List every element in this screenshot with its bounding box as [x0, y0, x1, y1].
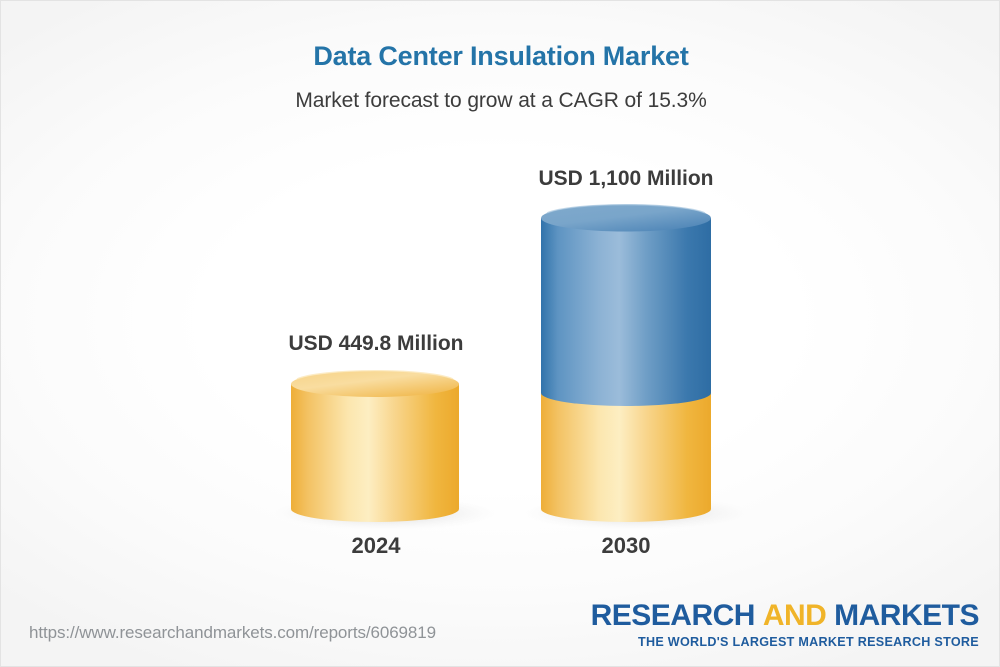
bar-2024-rim-highlight	[296, 370, 454, 380]
bar-2030-base-segment	[541, 393, 711, 522]
bar-2024-top-cap	[291, 371, 459, 397]
brand-wordmark: RESEARCH AND MARKETS	[590, 599, 980, 632]
brand-word-and: AND	[762, 599, 827, 632]
bar-2030-rim-highlight	[546, 203, 706, 214]
bar-2030[interactable]	[541, 203, 711, 523]
brand-tagline: THE WORLD'S LARGEST MARKET RESEARCH STOR…	[638, 635, 979, 649]
page-title: Data Center Insulation Market	[313, 41, 689, 71]
bar-2024-body	[291, 384, 459, 522]
category-label-2024: 2024	[351, 533, 401, 558]
brand-logo[interactable]: RESEARCH AND MARKETS THE WORLD'S LARGEST…	[590, 599, 980, 650]
source-url[interactable]: https://www.researchandmarkets.com/repor…	[29, 623, 436, 642]
brand-word-research: RESEARCH	[590, 599, 756, 632]
bar-2030-growth-segment	[541, 218, 711, 406]
value-label-2024: USD 449.8 Million	[288, 332, 464, 355]
chart-subtitle: Market forecast to grow at a CAGR of 15.…	[295, 89, 707, 112]
value-label-2030: USD 1,100 Million	[538, 167, 714, 190]
brand-word-markets: MARKETS	[834, 599, 979, 632]
bar-2030-top-cap	[541, 204, 711, 232]
bar-2024[interactable]	[291, 370, 459, 522]
category-label-2030: 2030	[601, 533, 651, 558]
